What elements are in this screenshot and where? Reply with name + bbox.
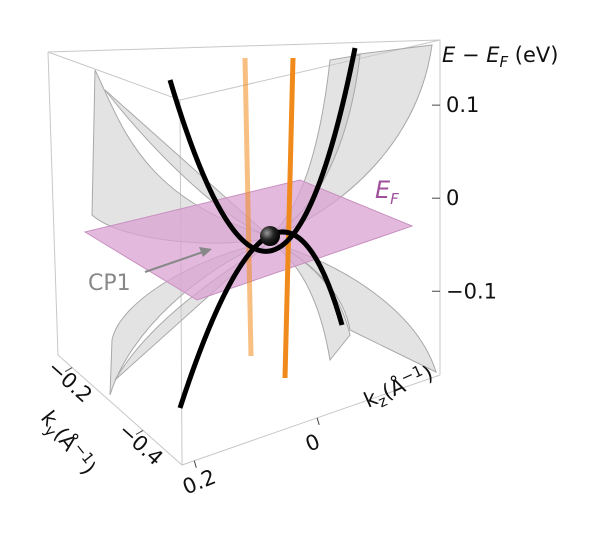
ef-sub: F bbox=[390, 190, 399, 208]
orange-line-back bbox=[242, 57, 254, 357]
y-axis-label: kz(Å−1) bbox=[359, 358, 438, 416]
x-tick-label: −0.4 bbox=[114, 418, 168, 470]
x-axis-label: ky(Å−1) bbox=[33, 404, 103, 481]
z-tick-label: 0.1 bbox=[446, 93, 479, 117]
y-tick-label: 0 bbox=[302, 429, 323, 456]
orange-line-front bbox=[282, 57, 296, 379]
z-tick-label: −0.1 bbox=[446, 279, 497, 303]
y-tick bbox=[316, 417, 320, 425]
x-tick bbox=[64, 367, 73, 373]
x-tick bbox=[135, 429, 144, 435]
crossing-point bbox=[260, 226, 280, 246]
upper-band bbox=[167, 47, 358, 254]
z-label-sub: F bbox=[499, 53, 508, 71]
y-tick bbox=[193, 460, 197, 468]
box bbox=[47, 39, 441, 466]
ef-label: EF bbox=[375, 176, 399, 208]
cp1-label: CP1 bbox=[88, 271, 131, 296]
x-tick-label: −0.2 bbox=[43, 355, 97, 407]
ef-main: E bbox=[375, 176, 391, 204]
cp1-arrow bbox=[144, 251, 204, 273]
cp1-arrowhead bbox=[199, 247, 212, 257]
z-tick-label: 0 bbox=[446, 186, 459, 210]
z-label-unit: (eV) bbox=[508, 43, 558, 67]
y-tick-label: 0.2 bbox=[179, 465, 219, 500]
z-label-main: E − E bbox=[442, 43, 500, 67]
z-axis-label: E − EF (eV) bbox=[442, 43, 558, 71]
